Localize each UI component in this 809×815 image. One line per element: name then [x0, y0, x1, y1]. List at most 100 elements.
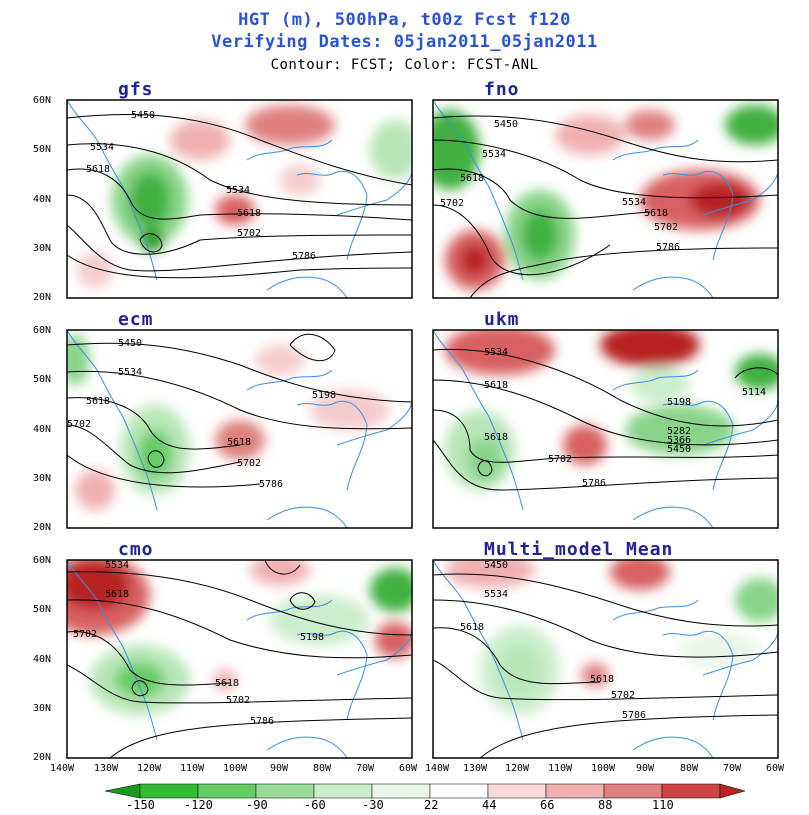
lat-tick: 50N [33, 604, 52, 615]
lon-tick: 70W [723, 763, 742, 774]
lat-tick: 60N [33, 325, 52, 336]
contour-label: 5786 [582, 478, 606, 489]
contour-label: 5786 [292, 251, 316, 262]
contour-label: 5618 [227, 437, 251, 448]
contour-label: 5534 [105, 560, 129, 571]
lat-tick: 50N [33, 374, 52, 385]
colorbar-label: -150 [126, 798, 155, 812]
lat-tick: 20N [33, 522, 52, 533]
lon-tick: 80W [680, 763, 699, 774]
lon-tick: 140W [425, 763, 450, 774]
lon-tick: 110W [548, 763, 573, 774]
lon-tick: 110W [180, 763, 205, 774]
lat-tick: 30N [33, 703, 52, 714]
contour-label: 5702 [611, 690, 635, 701]
contour-label: 5702 [654, 222, 678, 233]
contour-label: 5618 [86, 396, 110, 407]
contour-label: 5618 [215, 678, 239, 689]
panel-title-fno: fno [484, 79, 520, 100]
contour-label: 5702 [440, 198, 464, 209]
panel-ecm: 5450 5534 5618 5702 5198 5618 5702 5786 [66, 329, 413, 529]
colorbar-label: -30 [362, 798, 384, 812]
lat-tick: 20N [33, 292, 52, 303]
lon-tick: 80W [313, 763, 332, 774]
contour-label: 5114 [742, 387, 766, 398]
contour-label: 5786 [250, 716, 274, 727]
colorbar-label: -90 [246, 798, 268, 812]
contour-label: 5534 [484, 589, 508, 600]
contour-label: 5198 [312, 390, 336, 401]
contour-label: 5702 [237, 458, 261, 469]
lon-tick: 60W [766, 763, 785, 774]
contour-label: 5618 [460, 173, 484, 184]
lat-tick: 20N [33, 752, 52, 763]
contour-label: 5618 [237, 208, 261, 219]
contour-label: 5534 [226, 185, 250, 196]
lon-tick: 130W [94, 763, 119, 774]
lon-tick: 120W [137, 763, 162, 774]
contour-label: 5618 [86, 164, 110, 175]
lon-tick: 100W [223, 763, 248, 774]
contour-label: 5534 [90, 142, 114, 153]
colorbar-label: 44 [482, 798, 497, 812]
contour-label: 5198 [667, 397, 691, 408]
lat-tick: 50N [33, 144, 52, 155]
title-line-3: Contour: FCST; Color: FCST-ANL [270, 57, 539, 73]
contour-label: 5618 [590, 674, 614, 685]
contour-label: 5450 [484, 560, 508, 571]
contour-label: 5534 [482, 149, 506, 160]
lon-tick: 90W [270, 763, 289, 774]
lon-tick: 130W [463, 763, 488, 774]
panel-title-cmo: cmo [118, 539, 154, 560]
title-line-1: HGT (m), 500hPa, t00z Fcst f120 [238, 10, 571, 30]
panel-gfs: 5450 5534 5618 5534 5618 5702 5786 [66, 99, 413, 299]
panel-ukm: 5534 5618 5618 5198 5114 5282 5366 5450 … [432, 329, 779, 529]
contour-label: 5366 [667, 435, 691, 446]
lon-tick: 70W [356, 763, 375, 774]
panel-multi-model-mean: 5450 5534 5618 5618 5702 5786 [432, 559, 779, 759]
contour-label: 5618 [460, 622, 484, 633]
colorbar-label: -120 [184, 798, 213, 812]
colorbar-label: 22 [424, 798, 439, 812]
lat-tick: 40N [33, 424, 52, 435]
colorbar-label: -60 [304, 798, 326, 812]
lat-tick: 30N [33, 243, 52, 254]
contour-label: 5450 [494, 119, 518, 130]
contour-label: 5618 [484, 380, 508, 391]
lon-tick: 120W [505, 763, 530, 774]
contour-label: 5702 [237, 228, 261, 239]
contour-label: 5618 [105, 589, 129, 600]
panel-cmo: 5534 5618 5702 5198 5618 5702 5786 [66, 559, 413, 759]
panel-title-multi-model-mean: Multi_model Mean [484, 539, 674, 560]
contour-label: 5282 [667, 426, 691, 437]
panel-title-gfs: gfs [118, 79, 154, 100]
contour-label: 5702 [67, 419, 91, 430]
contour-label: 5786 [259, 479, 283, 490]
contour-label: 5534 [118, 367, 142, 378]
colorbar-label: 110 [652, 798, 674, 812]
lat-tick: 40N [33, 654, 52, 665]
colorbar-label: 88 [598, 798, 613, 812]
lat-tick: 30N [33, 473, 52, 484]
contour-label: 5786 [622, 710, 646, 721]
contour-label: 5618 [484, 432, 508, 443]
contour-label: 5534 [484, 347, 508, 358]
contour-label: 5702 [548, 454, 572, 465]
lon-tick: 90W [636, 763, 655, 774]
lat-tick: 40N [33, 194, 52, 205]
contour-label: 5702 [73, 629, 97, 640]
contour-label: 5450 [667, 444, 691, 455]
contour-label: 5450 [118, 338, 142, 349]
contour-label: 5702 [226, 695, 250, 706]
contour-label: 5534 [622, 197, 646, 208]
panel-fno: 5450 5534 5618 5702 5534 5618 5702 5786 [432, 99, 779, 299]
panel-title-ukm: ukm [484, 309, 520, 330]
colorbar [104, 783, 746, 799]
contour-label: 5450 [131, 110, 155, 121]
lon-tick: 100W [591, 763, 616, 774]
title-line-2: Verifying Dates: 05jan2011_05jan2011 [211, 32, 598, 52]
lon-tick: 60W [399, 763, 418, 774]
contour-label: 5618 [644, 208, 668, 219]
panel-title-ecm: ecm [118, 309, 154, 330]
